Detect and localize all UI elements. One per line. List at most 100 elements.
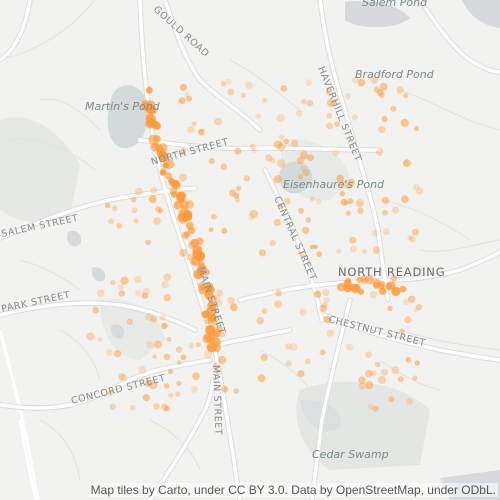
road-label: PARK STREET [0,290,71,315]
heat-point [378,280,386,288]
heat-point [208,227,214,233]
heat-point [299,252,306,258]
heat-point [187,126,195,134]
heat-point [195,342,201,348]
heat-point [234,197,241,203]
heat-point [283,138,290,145]
heat-point [375,148,384,156]
heat-point [146,112,154,121]
heat-point [210,213,217,220]
heat-point [118,290,126,297]
heat-point [211,337,221,347]
heat-point [413,183,420,191]
heat-point [273,175,282,184]
heat-point [111,205,118,212]
heat-point [247,213,255,221]
road-label: CENTRAL STREET [271,195,318,283]
heat-point [397,376,404,383]
heat-point [289,343,298,351]
heat-point [168,392,174,398]
heat-point [302,169,310,177]
heat-point [220,80,227,87]
heat-point [399,285,407,293]
heat-points-layer [86,76,424,412]
heat-point [179,83,187,91]
heat-point [198,128,205,135]
heat-point [191,385,199,393]
heat-point [159,314,166,321]
heat-point [316,251,323,257]
heat-point [309,196,315,202]
road-concord-street [0,358,212,410]
heat-point [404,316,412,324]
road-south [148,378,215,500]
heat-point [297,207,304,214]
heat-point [365,369,373,378]
heat-point [321,302,328,309]
heat-point [188,241,196,249]
map-attribution: Map tiles by Carto, under CC BY 3.0. Dat… [88,483,498,497]
heat-point [413,307,419,313]
heat-point [186,253,193,261]
heat-point [161,323,168,330]
heat-point [273,218,281,227]
heat-point [196,270,205,278]
heat-point [356,198,365,207]
heat-point [390,275,398,283]
heat-point [163,405,170,412]
heat-point [412,375,418,381]
heat-point [166,337,172,342]
heat-point [170,191,178,198]
heat-point [148,195,157,204]
heat-point [194,251,205,262]
heat-point [184,92,190,98]
heat-point [262,97,268,104]
road-park-street [0,301,197,332]
heat-point [208,158,215,165]
heat-point [377,375,386,384]
heat-point [145,313,154,321]
heat-point [142,394,150,402]
heat-point [357,78,366,87]
heat-point [152,354,158,360]
heat-point [160,169,167,176]
heat-point [218,355,227,365]
heat-point [405,356,412,363]
heat-point [415,187,424,195]
heat-point [296,156,304,165]
heat-point [269,240,276,247]
heat-point [290,139,299,148]
road-southeast [310,298,352,500]
heat-point [214,117,223,126]
heat-point [153,142,161,150]
heat-point [227,296,235,305]
heat-point [188,227,196,234]
road-northwest [0,0,32,62]
heat-point [387,305,393,311]
heat-point [105,349,113,356]
heat-point [298,174,304,180]
heat-point [86,332,95,341]
heat-point [198,261,205,269]
heat-point [357,207,364,215]
heat-point [408,295,416,303]
heat-point [400,118,409,128]
heat-point [299,308,307,316]
heat-point [176,360,182,365]
heat-point [403,299,409,305]
heat-point [319,349,326,356]
heat-point [233,192,240,199]
heat-point [153,403,160,410]
heat-point [322,289,330,297]
heat-point [149,380,158,390]
heat-point [405,397,413,405]
heat-point [344,92,351,100]
heat-point [208,344,215,350]
heat-point [118,373,126,381]
heat-point [407,235,413,241]
heat-point [346,343,353,351]
heat-point [367,404,374,411]
heat-point [150,316,157,323]
heat-point [381,115,388,123]
